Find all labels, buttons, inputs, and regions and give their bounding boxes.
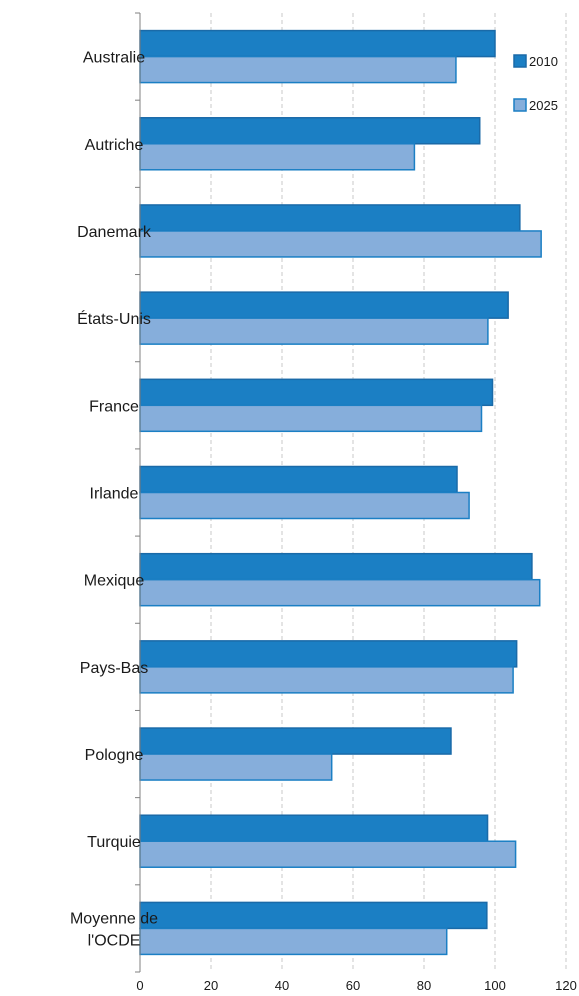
category-label: l'OCDE (88, 932, 141, 949)
bar-2025 (139, 404, 483, 433)
bar-2025 (139, 578, 541, 607)
bar-2025 (139, 666, 514, 694)
category-label: Danemark (77, 224, 152, 241)
category-labels: Australie Autriche Danemark États-Unis Franc… (70, 50, 158, 950)
legend: 2010 2025 (513, 54, 558, 113)
x-tick-label: 60 (346, 978, 360, 993)
bar-2010 (139, 552, 533, 581)
legend-swatch-2010 (513, 54, 527, 68)
bar-2010 (139, 901, 488, 930)
bar-2010 (139, 814, 489, 842)
bar-2025 (139, 317, 489, 345)
category-label: Mexique (84, 573, 145, 590)
x-tick-label: 80 (417, 978, 431, 993)
bar-2025 (139, 840, 517, 868)
x-tick-label: 20 (204, 978, 218, 993)
x-tick-label: 120 (555, 978, 577, 993)
category-label: Pays-Bas (80, 660, 148, 677)
bar-2010 (139, 204, 521, 232)
bars (139, 29, 542, 956)
legend-label-2025: 2025 (529, 98, 558, 113)
x-tick-label: 40 (275, 978, 289, 993)
bar-2025 (139, 927, 448, 956)
category-label: États-Unis (77, 309, 151, 328)
category-label: Irlande (90, 486, 139, 503)
x-tick-label: 0 (136, 978, 143, 993)
category-axis (135, 12, 141, 973)
bar-2025 (139, 753, 333, 781)
category-label: Turquie (87, 834, 141, 851)
legend-label-2010: 2010 (529, 54, 558, 69)
bar-2025 (139, 55, 457, 84)
bar-2025 (139, 143, 416, 171)
bar-2025 (139, 230, 542, 258)
bar-2010 (139, 117, 481, 145)
bar-2010 (139, 640, 518, 668)
category-label: Australie (83, 50, 145, 67)
bar-2010 (139, 29, 496, 58)
category-label: France (89, 398, 139, 415)
bar-2010 (139, 465, 458, 494)
bar-2010 (139, 378, 494, 407)
x-tick-label: 100 (484, 978, 506, 993)
value-axis-ticks: 0 20 40 60 80 100 120 (136, 978, 576, 993)
category-label: Moyenne de (70, 910, 158, 927)
bar-2010 (139, 727, 452, 755)
bar-2010 (139, 291, 509, 319)
legend-swatch-2025 (513, 98, 527, 112)
category-label: Pologne (85, 747, 144, 764)
bar-2025 (139, 491, 470, 520)
category-label: Autriche (85, 137, 144, 154)
